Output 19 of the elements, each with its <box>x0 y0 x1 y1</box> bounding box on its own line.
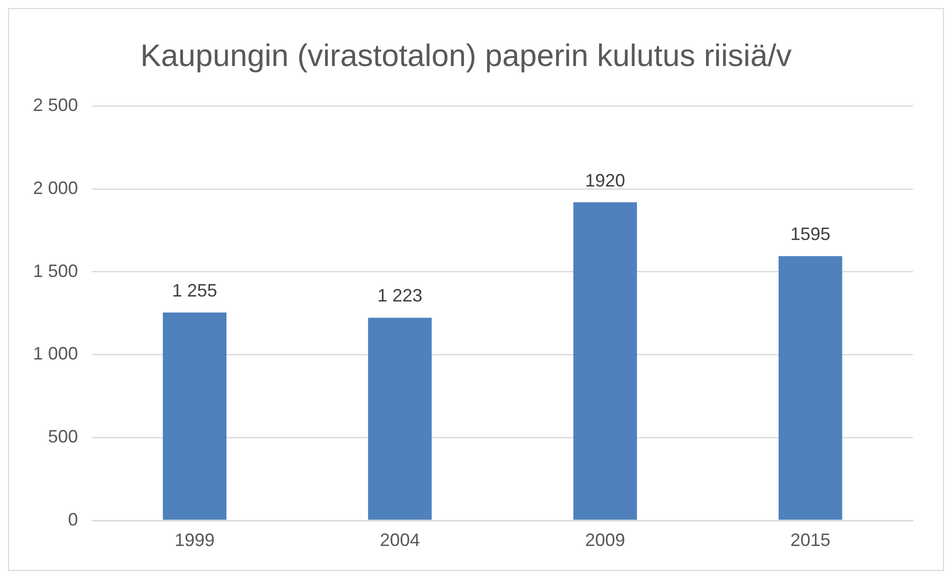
y-tick-label: 500 <box>48 426 78 447</box>
data-label: 1 255 <box>172 280 218 300</box>
data-label: 1 223 <box>377 286 422 306</box>
data-label: 1595 <box>790 224 830 244</box>
y-tick-label: 1 000 <box>32 344 78 364</box>
x-tick-label: 2004 <box>380 530 420 550</box>
bar <box>573 202 637 520</box>
y-tick-label: 2 500 <box>32 95 78 116</box>
bar <box>162 312 226 520</box>
data-label: 1920 <box>585 170 626 190</box>
y-tick-label: 0 <box>68 509 78 530</box>
x-tick-label: 2009 <box>585 530 626 550</box>
y-tick-label: 1 500 <box>32 260 78 281</box>
x-tick-label: 1999 <box>174 530 215 550</box>
y-tick-label: 2 000 <box>32 178 78 198</box>
x-tick-label: 2015 <box>790 530 830 550</box>
chart-title: Kaupungin (virastotalon) paperin kulutus riisiä/v <box>140 38 792 74</box>
bar <box>778 256 842 520</box>
bar <box>368 318 432 520</box>
